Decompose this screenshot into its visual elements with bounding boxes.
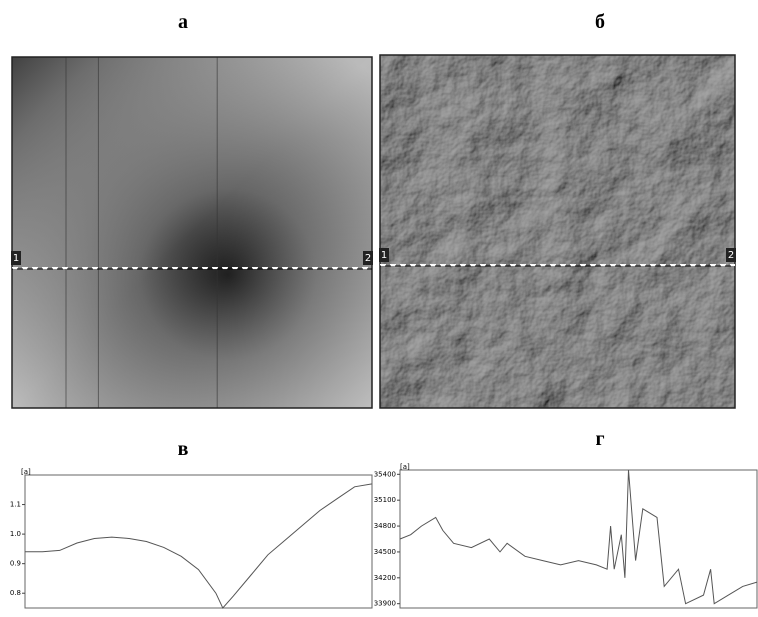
panel-label: г bbox=[595, 428, 604, 450]
y-tick-label: 0.8 bbox=[10, 589, 21, 597]
profile-curve bbox=[25, 483, 373, 609]
image-frame bbox=[379, 54, 736, 409]
marker-box bbox=[726, 248, 736, 262]
y-tick-label: 34200 bbox=[374, 574, 396, 582]
y-tick-label: 1.0 bbox=[10, 530, 21, 538]
y-tick-label: 1.1 bbox=[10, 501, 21, 509]
y-tick-label: 34800 bbox=[374, 522, 396, 530]
image-frame bbox=[11, 56, 373, 409]
y-tick-label: 0.9 bbox=[10, 560, 21, 568]
corner-label: [a] bbox=[400, 463, 410, 471]
corner-label: [a] bbox=[21, 468, 31, 476]
y-tick-label: 34500 bbox=[374, 548, 396, 556]
marker-box bbox=[11, 251, 21, 265]
panel-label: б bbox=[595, 11, 605, 33]
relief-image bbox=[380, 55, 735, 408]
panel-label: а bbox=[178, 11, 188, 33]
y-tick-label: 33900 bbox=[374, 600, 396, 608]
marker-label: 1 bbox=[13, 253, 19, 264]
plot-frame bbox=[24, 474, 373, 609]
marker-box bbox=[363, 251, 373, 265]
plot-frame bbox=[399, 469, 758, 609]
panel-label: в bbox=[178, 438, 189, 460]
profile-curve bbox=[399, 469, 758, 605]
y-tick-label: 35400 bbox=[374, 470, 396, 478]
marker-label: 2 bbox=[728, 250, 734, 261]
marker-label: 2 bbox=[365, 253, 371, 264]
y-tick-label: 35100 bbox=[374, 496, 396, 504]
marker-label: 1 bbox=[381, 250, 387, 261]
marker-box bbox=[379, 248, 389, 262]
height-shade bbox=[12, 57, 372, 408]
